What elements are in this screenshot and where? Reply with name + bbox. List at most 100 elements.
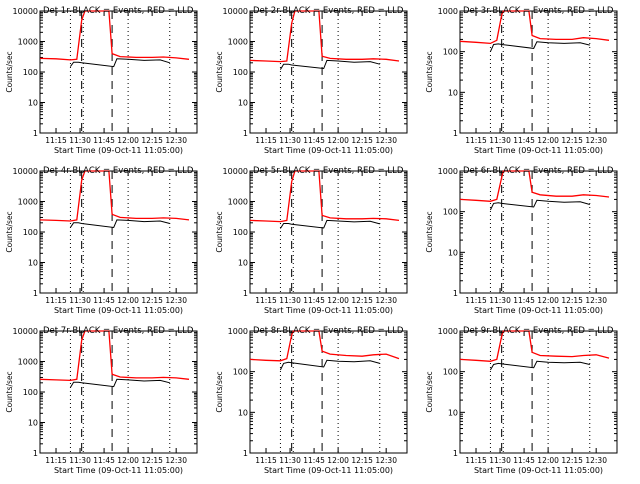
x-tick-label: 12:30 <box>165 136 187 145</box>
y-tick-label: 1000 <box>438 7 458 16</box>
detector-panel: 1 10 100 1000 10000 11:15 11:30 11:45 12:00 12:15… <box>5 166 198 315</box>
x-tick-label: 12:00 <box>117 296 139 305</box>
lld-series-line <box>249 170 400 223</box>
x-tick-label: 11:45 <box>513 456 535 465</box>
y-axis-label: Counts/sec <box>425 371 434 412</box>
y-tick-label: 1000 <box>18 38 38 47</box>
detector-panel: 1 10 100 1000 11:15 11:30 11:45 12:00 12:15 12:30… <box>215 326 408 475</box>
detector-panel: 1 10 100 1000 11:15 11:30 11:45 12:00 12:15 12:30… <box>425 6 618 155</box>
y-tick-label: 1000 <box>438 327 458 336</box>
x-tick-label: 12:30 <box>165 456 187 465</box>
y-tick-label: 10 <box>28 419 38 428</box>
x-tick-label: 12:00 <box>117 456 139 465</box>
y-tick-label: 1 <box>453 449 458 458</box>
x-tick-label: 11:15 <box>465 136 487 145</box>
x-axis-label: Start Time (09-Oct-11 11:05:00) <box>474 306 603 315</box>
y-tick-label: 10 <box>448 248 458 257</box>
x-axis-label: Start Time (09-Oct-11 11:05:00) <box>54 466 183 475</box>
lld-series-line <box>459 10 610 45</box>
x-tick-label: 12:00 <box>327 456 349 465</box>
x-tick-label: 12:15 <box>561 136 583 145</box>
x-tick-label: 12:30 <box>375 296 397 305</box>
plot-frame <box>459 10 618 134</box>
x-tick-label: 12:30 <box>375 456 397 465</box>
y-tick-label: 1000 <box>18 198 38 207</box>
plot-frame <box>39 330 198 454</box>
y-tick-label: 100 <box>233 368 248 377</box>
y-tick-label: 1000 <box>438 167 458 176</box>
y-axis-label: Counts/sec <box>5 371 14 412</box>
plot-frame <box>249 330 408 454</box>
x-tick-label: 11:45 <box>93 456 115 465</box>
x-tick-label: 11:45 <box>303 136 325 145</box>
x-tick-label: 11:45 <box>303 296 325 305</box>
y-tick-label: 10000 <box>13 327 38 336</box>
y-tick-label: 10 <box>238 408 248 417</box>
y-axis-label: Counts/sec <box>215 371 224 412</box>
x-tick-label: 11:45 <box>303 456 325 465</box>
panel-title: Det 9r BLACK = Events, RED = LLD <box>463 326 614 336</box>
lld-series-line <box>249 10 400 63</box>
y-tick-label: 100 <box>443 48 458 57</box>
y-tick-label: 10 <box>448 408 458 417</box>
events-series-line <box>279 59 380 70</box>
x-tick-label: 12:15 <box>351 456 373 465</box>
x-tick-label: 12:15 <box>561 296 583 305</box>
lld-series-line <box>39 170 190 222</box>
x-tick-label: 12:15 <box>141 456 163 465</box>
plot-frame <box>249 10 408 134</box>
y-tick-label: 1000 <box>228 327 248 336</box>
x-tick-label: 11:15 <box>45 456 67 465</box>
x-tick-label: 12:15 <box>141 296 163 305</box>
x-axis-label: Start Time (09-Oct-11 11:05:00) <box>54 146 183 155</box>
detector-panel: 1 10 100 1000 11:15 11:30 11:45 12:00 12:15 12:30… <box>425 326 618 475</box>
detector-panel: 1 10 100 1000 11:15 11:30 11:45 12:00 12:15 12:30… <box>425 166 618 315</box>
y-tick-label: 1 <box>243 289 248 298</box>
x-tick-label: 12:30 <box>585 296 607 305</box>
y-tick-label: 100 <box>443 208 458 217</box>
x-tick-label: 11:15 <box>45 136 67 145</box>
y-tick-label: 10 <box>238 99 248 108</box>
x-tick-label: 12:30 <box>585 136 607 145</box>
x-tick-label: 12:15 <box>141 136 163 145</box>
x-tick-label: 12:00 <box>117 136 139 145</box>
events-series-line <box>489 199 590 211</box>
y-axis-label: Counts/sec <box>425 211 434 252</box>
y-tick-label: 10 <box>28 99 38 108</box>
x-axis-label: Start Time (09-Oct-11 11:05:00) <box>264 306 393 315</box>
x-tick-label: 11:30 <box>489 296 511 305</box>
y-tick-label: 1 <box>33 449 38 458</box>
x-tick-label: 11:15 <box>255 456 277 465</box>
panel-title: Det 4r BLACK = Events, RED = LLD <box>43 166 194 176</box>
plot-frame <box>459 170 618 294</box>
plot-frame <box>249 170 408 294</box>
panel-title: Det 5r BLACK = Events, RED = LLD <box>253 166 404 176</box>
x-tick-label: 11:45 <box>93 296 115 305</box>
y-axis-label: Counts/sec <box>215 51 224 92</box>
x-axis-label: Start Time (09-Oct-11 11:05:00) <box>54 306 183 315</box>
x-tick-label: 12:00 <box>327 136 349 145</box>
y-axis-label: Counts/sec <box>5 51 14 92</box>
panel-title: Det 3r BLACK = Events, RED = LLD <box>463 6 614 16</box>
events-series-line <box>69 219 170 229</box>
x-tick-label: 11:30 <box>279 296 301 305</box>
x-tick-label: 11:30 <box>69 296 91 305</box>
x-tick-label: 12:30 <box>585 456 607 465</box>
y-tick-label: 10000 <box>223 7 248 16</box>
y-tick-label: 1000 <box>228 198 248 207</box>
y-tick-label: 10 <box>448 88 458 97</box>
x-tick-label: 11:15 <box>255 136 277 145</box>
y-axis-label: Counts/sec <box>215 211 224 252</box>
plot-frame <box>459 330 618 454</box>
y-tick-label: 10000 <box>223 167 248 176</box>
y-tick-label: 10 <box>238 259 248 268</box>
panel-title: Det 2r BLACK = Events, RED = LLD <box>253 6 404 16</box>
x-tick-label: 12:00 <box>327 296 349 305</box>
x-tick-label: 11:15 <box>465 296 487 305</box>
lld-series-line <box>39 10 190 61</box>
y-tick-label: 100 <box>23 68 38 77</box>
panel-title: Det 8r BLACK = Events, RED = LLD <box>253 326 404 336</box>
x-tick-label: 12:00 <box>537 296 559 305</box>
